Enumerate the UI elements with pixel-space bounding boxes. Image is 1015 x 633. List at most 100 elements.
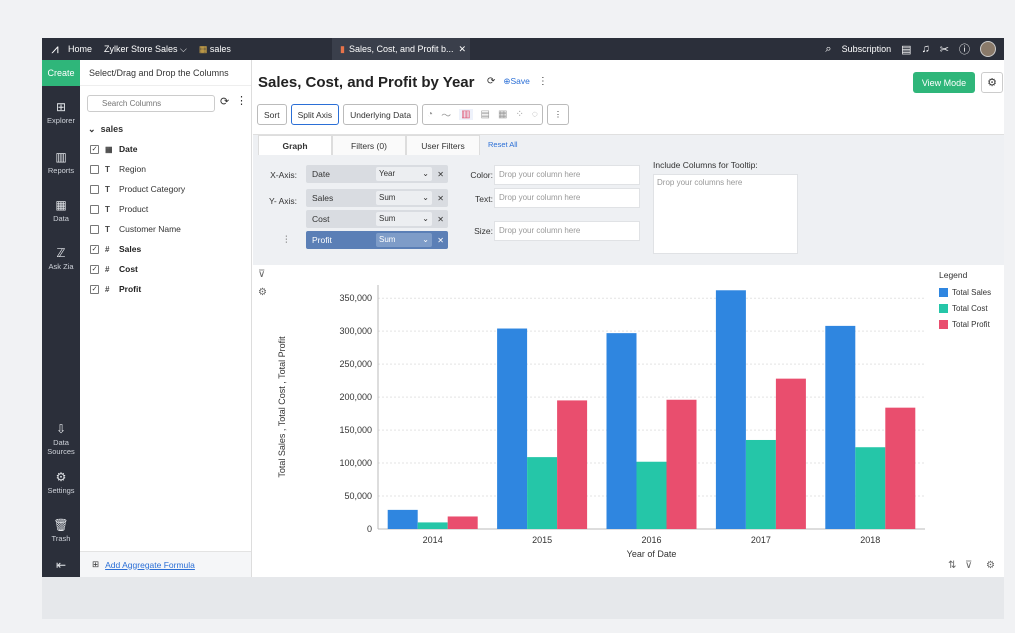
tools-icon[interactable]: ✂ (939, 43, 949, 56)
rail-data-sources[interactable]: ⇩ Data Sources (42, 422, 80, 456)
column-item[interactable]: T Product Category (90, 182, 185, 196)
column-item[interactable]: T Region (90, 162, 146, 176)
tooltip-drop-zone[interactable]: Drop your columns here (653, 174, 798, 254)
column-item[interactable]: ✓ ▦ Date (90, 142, 137, 156)
gear-icon[interactable]: ⚙ (981, 72, 1003, 93)
avatar[interactable] (980, 41, 996, 57)
create-button[interactable]: Create (42, 60, 80, 86)
stacked-bar-icon[interactable]: ▤ (480, 109, 490, 120)
scatter-chart-icon[interactable]: ⁘ (515, 109, 524, 120)
close-tab-icon[interactable]: ✕ (458, 43, 467, 54)
bar-total-profit[interactable] (557, 400, 588, 529)
checkbox[interactable]: ✓ (90, 284, 99, 294)
column-item[interactable]: ✓ # Profit (90, 282, 141, 296)
refresh-icon[interactable]: ⟳ (220, 96, 230, 108)
rail-settings[interactable]: ⚙ Settings (42, 470, 80, 495)
map-chart-icon[interactable]: ◌ (531, 109, 538, 120)
more-charts-icon[interactable]: ⋮ (546, 104, 570, 125)
bar-total-profit[interactable] (666, 399, 697, 529)
more-options-icon[interactable]: ⋮ (236, 95, 247, 107)
sort-button[interactable]: Sort (257, 104, 287, 125)
rail-trash[interactable]: 🗑 Trash (42, 518, 80, 543)
bar-total-cost[interactable] (417, 522, 448, 529)
sort-icon[interactable]: ⇅ (948, 560, 957, 571)
text-drop-zone[interactable]: Drop your column here (494, 188, 640, 208)
bar-total-cost[interactable] (527, 457, 558, 529)
color-drop-zone[interactable]: Drop your column here (494, 165, 640, 185)
workspace-dropdown[interactable]: Zylker Store Sales ⌵ (104, 43, 187, 54)
y-field-agg-select[interactable]: Sum ⌄ (376, 233, 432, 247)
filter-add-icon[interactable]: ⊽ (258, 269, 266, 280)
feedback-icon[interactable]: ▤ (901, 43, 912, 56)
more-options-icon[interactable]: ⋮ (537, 76, 548, 87)
chart-settings-icon[interactable]: ⚙ (258, 287, 267, 298)
x-axis-field[interactable]: Date Year ⌄ ✕ (306, 165, 448, 183)
reset-all-link[interactable]: Reset All (488, 140, 518, 149)
y-field-cost[interactable]: Cost Sum ⌄ ✕ (306, 210, 448, 228)
chart-settings-icon[interactable]: ⚙ (986, 560, 995, 571)
home-link[interactable]: Home (68, 44, 93, 54)
bar-chart-icon[interactable]: ▥ (459, 109, 473, 120)
remove-field-icon[interactable]: ✕ (437, 169, 444, 179)
subscription-link[interactable]: Subscription (841, 44, 892, 54)
checkbox[interactable] (90, 204, 99, 214)
view-mode-button[interactable]: View Mode (913, 72, 975, 93)
column-item[interactable]: T Customer Name (90, 222, 181, 236)
checkbox[interactable]: ✓ (90, 244, 99, 254)
checkbox[interactable] (90, 164, 99, 174)
split-axis-icon[interactable]: ⫶ (285, 235, 288, 246)
y-field-profit[interactable]: Profit Sum ⌄ ✕ (306, 231, 448, 249)
add-aggregate-formula[interactable]: ⊞ Add Aggregate Formula (80, 551, 251, 577)
bar-total-profit[interactable] (447, 516, 478, 529)
bar-total-cost[interactable] (636, 461, 667, 529)
add-aggregate-formula-link[interactable]: Add Aggregate Formula (105, 559, 195, 570)
save-button[interactable]: ⊕Save (503, 76, 530, 87)
notification-bell-icon[interactable]: ♫ (921, 43, 930, 55)
bar-total-sales[interactable] (497, 328, 528, 529)
bar-total-profit[interactable] (775, 378, 806, 529)
column-item[interactable]: ✓ # Sales (90, 242, 141, 256)
underlying-data-button[interactable]: Underlying Data (343, 104, 419, 125)
pie-chart-icon[interactable]: ◔ (427, 109, 434, 120)
collapse-rail-icon[interactable]: ⇤ (55, 558, 67, 572)
table-tab[interactable]: ▦ sales (199, 44, 231, 55)
tab-filters[interactable]: Filters (0) (332, 135, 406, 155)
checkbox[interactable]: ✓ (90, 144, 99, 154)
y-field-agg-select[interactable]: Sum ⌄ (376, 212, 432, 226)
bar-total-profit[interactable] (885, 407, 916, 529)
x-field-agg-select[interactable]: Year ⌄ (376, 167, 432, 181)
combo-chart-icon[interactable]: ▦ (498, 109, 508, 120)
bar-total-sales[interactable] (387, 509, 418, 529)
y-field-sales[interactable]: Sales Sum ⌄ ✕ (306, 189, 448, 207)
tab-user-filters[interactable]: User Filters (406, 135, 480, 155)
refresh-icon[interactable]: ⟳ (487, 76, 496, 87)
remove-field-icon[interactable]: ✕ (437, 214, 444, 224)
rail-ask-zia[interactable]: ℤ Ask Zia (42, 246, 80, 271)
rail-data[interactable]: ▦ Data (42, 198, 80, 223)
bar-total-cost[interactable] (855, 447, 886, 529)
bar-total-cost[interactable] (745, 439, 776, 529)
bar-total-sales[interactable] (606, 333, 637, 529)
filter-add-icon[interactable]: ⊽ (965, 560, 973, 571)
help-icon[interactable]: ⓘ (959, 44, 970, 56)
tab-graph[interactable]: Graph (258, 135, 332, 155)
remove-field-icon[interactable]: ✕ (437, 235, 444, 245)
checkbox[interactable] (90, 184, 99, 194)
legend-item[interactable]: Total Cost (939, 304, 988, 313)
column-item[interactable]: T Product (90, 202, 148, 216)
legend-item[interactable]: Total Sales (939, 288, 991, 297)
app-logo-icon[interactable]: ⩘ (51, 41, 59, 56)
line-chart-icon[interactable]: 〜 (441, 111, 452, 122)
report-tab[interactable]: ▮ Sales, Cost, and Profit b... ✕ (332, 38, 470, 60)
search-icon[interactable]: ⌕ (825, 42, 832, 55)
bar-total-sales[interactable] (825, 325, 856, 529)
bar-total-sales[interactable] (715, 290, 746, 529)
remove-field-icon[interactable]: ✕ (437, 193, 444, 203)
size-drop-zone[interactable]: Drop your column here (494, 221, 640, 241)
legend-item[interactable]: Total Profit (939, 320, 990, 329)
column-item[interactable]: ✓ # Cost (90, 262, 138, 276)
y-field-agg-select[interactable]: Sum ⌄ (376, 191, 432, 205)
checkbox[interactable]: ✓ (90, 264, 99, 274)
table-node[interactable]: ⌄ sales (88, 124, 123, 135)
search-columns-input[interactable] (87, 95, 215, 112)
